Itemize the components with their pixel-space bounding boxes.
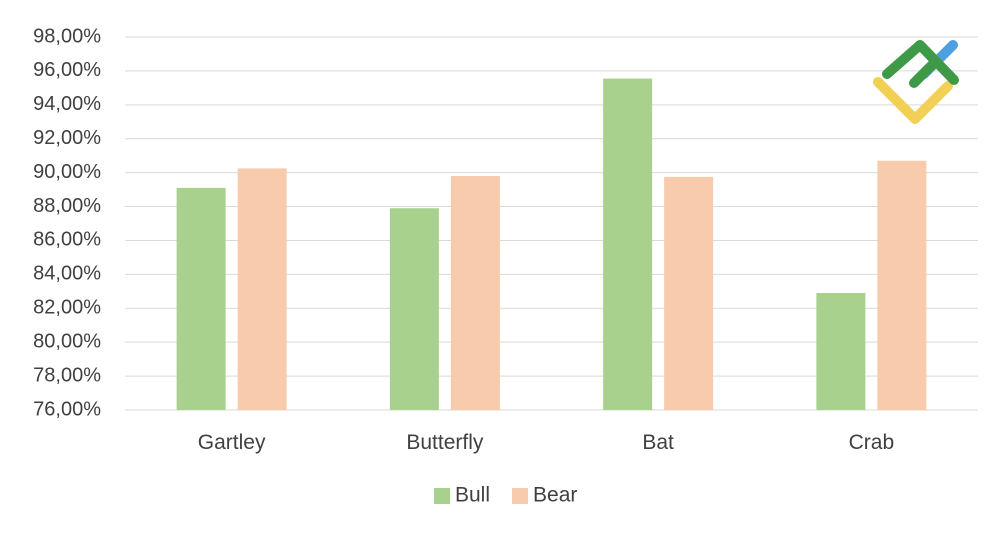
- x-tick-label: Gartley: [198, 431, 266, 454]
- y-tick-label: 84,00%: [33, 263, 101, 285]
- y-tick-label: 98,00%: [33, 25, 101, 47]
- bar-bull-crab: [816, 293, 866, 410]
- y-tick-label: 80,00%: [33, 330, 101, 352]
- legend: Bull Bear: [434, 484, 577, 507]
- y-tick-label: 82,00%: [33, 297, 101, 319]
- bar-bear-gartley: [237, 168, 287, 410]
- brand-logo-icon: [873, 40, 959, 124]
- y-tick-label: 92,00%: [33, 127, 101, 149]
- legend-swatch-bear: [512, 488, 529, 504]
- y-tick-label: 88,00%: [33, 195, 101, 217]
- y-tick-label: 90,00%: [33, 161, 101, 183]
- y-tick-label: 96,00%: [33, 59, 101, 81]
- x-tick-label: Butterfly: [406, 431, 484, 454]
- x-axis-ticks: Gartley Butterfly Bat Crab: [198, 431, 894, 454]
- y-tick-label: 78,00%: [33, 364, 101, 386]
- bar-bear-crab: [877, 160, 927, 410]
- legend-label-bull: Bull: [455, 484, 490, 507]
- y-tick-label: 76,00%: [33, 398, 101, 420]
- x-tick-label: Bat: [642, 431, 674, 454]
- bar-bull-butterfly: [389, 208, 439, 410]
- bars: [176, 78, 927, 410]
- legend-swatch-bull: [434, 488, 450, 504]
- bar-bear-bat: [664, 176, 714, 410]
- y-tick-label: 86,00%: [33, 229, 101, 251]
- y-tick-label: 94,00%: [33, 93, 101, 115]
- bar-bull-gartley: [176, 187, 226, 410]
- bar-bear-butterfly: [450, 176, 500, 410]
- legend-label-bear: Bear: [533, 484, 577, 507]
- y-axis-ticks: 76,00% 78,00% 80,00% 82,00% 84,00% 86,00% 88,0…: [33, 25, 101, 420]
- bar-bull-bat: [603, 78, 653, 410]
- x-tick-label: Crab: [849, 431, 895, 454]
